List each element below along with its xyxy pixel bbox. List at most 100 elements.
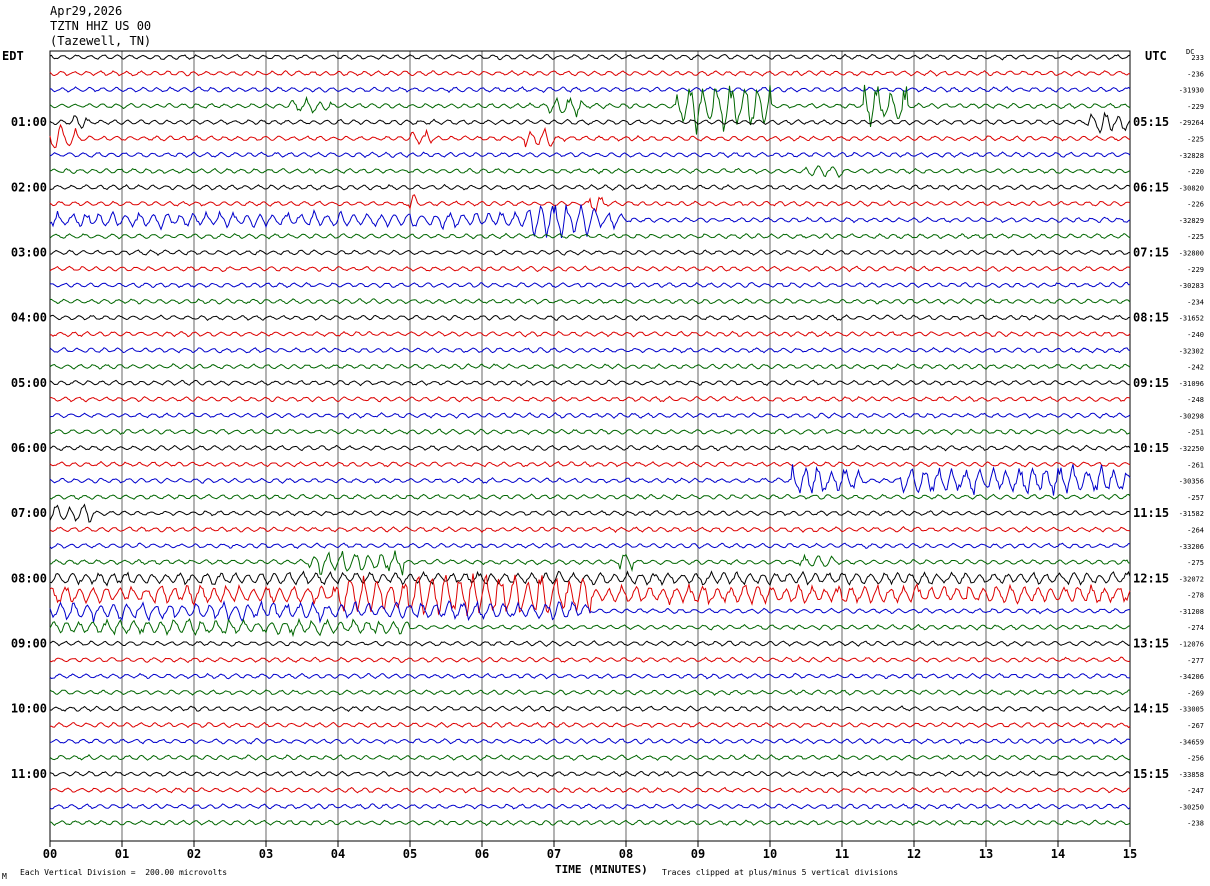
dc-offset-label: -220 [1187, 168, 1204, 176]
right-hour-label: 09:15 [1133, 376, 1169, 390]
right-hour-label: 12:15 [1133, 571, 1169, 585]
trace-5 [49, 123, 1131, 149]
dc-offset-label: -30283 [1179, 282, 1204, 290]
dc-offset-label: -32829 [1179, 217, 1204, 225]
trace-40 [49, 705, 1131, 713]
trace-41 [50, 721, 1131, 729]
dc-offset-label: -248 [1187, 396, 1204, 404]
x-tick-label: 07 [547, 847, 561, 861]
dc-offset-label: -30250 [1179, 803, 1204, 811]
trace-34 [49, 599, 1130, 624]
left-hour-label: 09:00 [11, 637, 47, 651]
dc-offset-label: -275 [1187, 559, 1204, 567]
left-hour-label: 08:00 [11, 571, 47, 585]
left-hour-label: 01:00 [11, 115, 47, 129]
right-hour-label: 10:15 [1133, 441, 1169, 455]
dc-offset-label: -31930 [1179, 87, 1204, 95]
x-tick-label: 02 [187, 847, 201, 861]
trace-3 [49, 84, 1131, 135]
dc-offset-label: -30356 [1179, 478, 1204, 486]
x-tick-label: 00 [43, 847, 57, 861]
trace-45 [49, 786, 1130, 794]
header-date: Apr29,2026 [50, 4, 123, 18]
trace-15 [49, 298, 1131, 305]
x-tick-label: 11 [835, 847, 849, 861]
trace-16 [49, 314, 1131, 322]
trace-33 [49, 573, 1131, 617]
right-timezone-label: UTC [1145, 49, 1167, 63]
trace-23 [49, 428, 1131, 436]
right-hour-label: 13:15 [1133, 637, 1169, 651]
left-hour-label: 04:00 [11, 311, 47, 325]
dc-offset-label: -261 [1187, 461, 1204, 469]
left-hour-label: 02:00 [11, 180, 47, 194]
dc-offset-label: -236 [1187, 70, 1204, 78]
dc-offset-label: -32072 [1179, 575, 1204, 583]
dc-offset-label: -240 [1187, 331, 1204, 339]
left-hour-label: 03:00 [11, 246, 47, 260]
dc-offset-label: -278 [1187, 592, 1204, 600]
dc-offset-label: -256 [1187, 755, 1204, 763]
dc-offset-label: -226 [1187, 201, 1204, 209]
dc-offset-label: -30298 [1179, 412, 1204, 420]
dc-offset-label: -32828 [1179, 152, 1204, 160]
x-tick-label: 05 [403, 847, 417, 861]
trace-36 [49, 640, 1131, 647]
dc-offset-label: -264 [1187, 526, 1204, 534]
left-hour-label: 05:00 [11, 376, 47, 390]
trace-18 [49, 347, 1131, 354]
trace-31 [49, 550, 1131, 576]
trace-20 [49, 379, 1131, 387]
trace-26 [49, 464, 1131, 496]
x-tick-label: 13 [979, 847, 993, 861]
left-hour-label: 11:00 [11, 767, 47, 781]
x-tick-label: 08 [619, 847, 633, 861]
dc-offset-label: -31652 [1179, 315, 1204, 323]
dc-offset-label: -267 [1187, 722, 1204, 730]
trace-4 [49, 111, 1131, 134]
x-tick-label: 01 [115, 847, 129, 861]
dc-offset-label: -31208 [1179, 608, 1204, 616]
trace-11 [49, 232, 1131, 240]
trace-22 [49, 412, 1131, 419]
dc-offset-label: -32302 [1179, 347, 1204, 355]
trace-37 [49, 656, 1131, 664]
trace-30 [49, 542, 1131, 550]
dc-offset-label: -274 [1187, 624, 1204, 632]
dc-offset-label: -229 [1187, 103, 1204, 111]
dc-offset-label: -32250 [1179, 445, 1204, 453]
trace-13 [49, 265, 1131, 273]
right-hour-label: 06:15 [1133, 180, 1169, 194]
left-timezone-label: EDT [2, 49, 24, 63]
trace-44 [49, 770, 1131, 778]
dc-offset-label: -225 [1187, 233, 1204, 241]
right-hour-label: 15:15 [1133, 767, 1169, 781]
trace-27 [49, 493, 1131, 501]
trace-12 [49, 249, 1131, 256]
trace-17 [49, 330, 1131, 338]
left-hour-label: 06:00 [11, 441, 47, 455]
right-hour-label: 08:15 [1133, 311, 1169, 325]
trace-1 [49, 69, 1130, 77]
dc-offset-label: -277 [1187, 657, 1204, 665]
x-axis-title: TIME (MINUTES) [555, 863, 648, 876]
x-tick-label: 10 [763, 847, 777, 861]
trace-42 [49, 737, 1131, 745]
corner-mark: M [2, 872, 7, 881]
dc-offset-label: -31582 [1179, 510, 1204, 518]
left-hour-label: 10:00 [11, 702, 47, 716]
dc-offset-label: -33206 [1179, 543, 1204, 551]
x-tick-label: 06 [475, 847, 489, 861]
trace-9 [49, 194, 1131, 213]
dc-offset-label: -34659 [1179, 738, 1204, 746]
right-hour-label: 11:15 [1133, 506, 1169, 520]
dc-offset-label: -225 [1187, 135, 1204, 143]
trace-14 [49, 281, 1131, 289]
dc-offset-label: -32800 [1179, 250, 1204, 258]
trace-2 [49, 86, 1131, 94]
scale-note: Each Vertical Division = 200.00 microvol… [20, 868, 228, 877]
trace-32 [49, 570, 1131, 587]
dc-offset-label: -31096 [1179, 380, 1204, 388]
header-station: TZTN HHZ US 00 [50, 19, 152, 33]
x-tick-label: 04 [331, 847, 345, 861]
